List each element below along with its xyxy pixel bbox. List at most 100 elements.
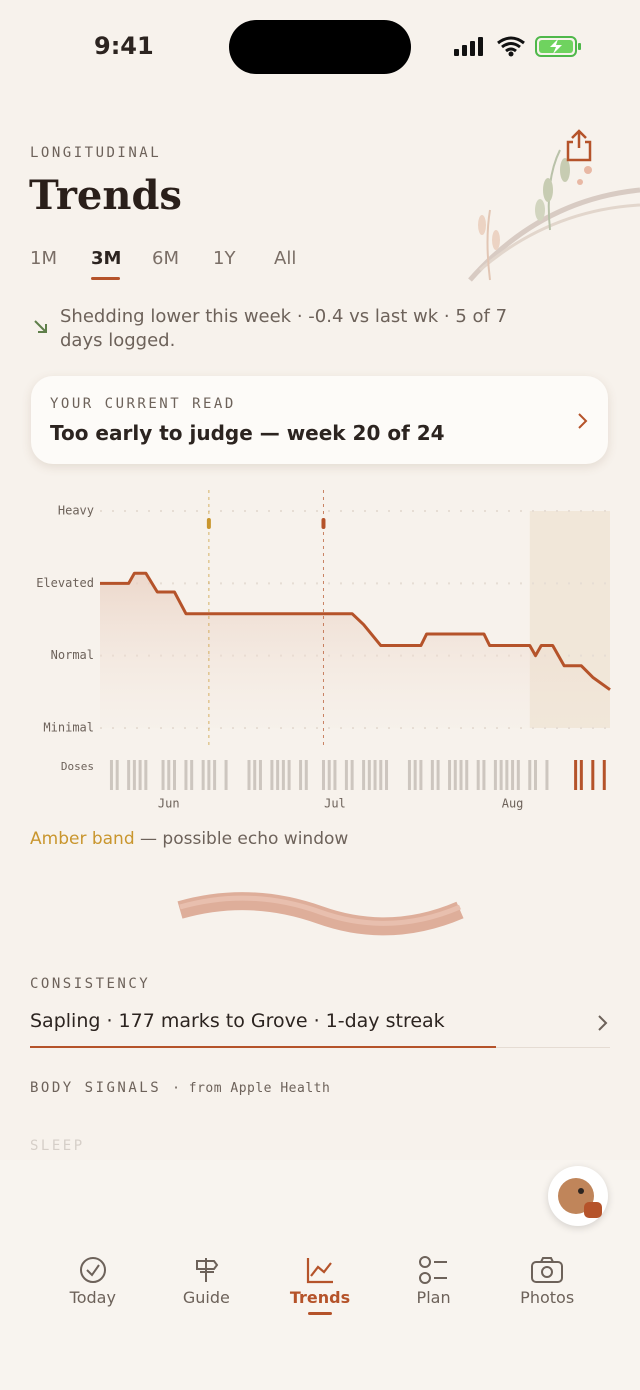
faded-section-label: SLEEP	[30, 1138, 85, 1154]
x-tick-label: Aug	[502, 797, 524, 811]
range-tab[interactable]: 3M	[91, 248, 152, 282]
dose-bar	[224, 760, 228, 790]
marker-cap	[206, 518, 211, 529]
consistency-label: CONSISTENCY	[30, 976, 151, 992]
dose-bar	[367, 760, 371, 790]
current-read-card[interactable]: YOUR CURRENT READ Too early to judge — w…	[31, 376, 608, 464]
dose-bar	[362, 760, 366, 790]
header-eyebrow: LONGITUDINAL	[30, 145, 162, 161]
dose-bar	[493, 760, 497, 790]
dose-bar	[201, 760, 205, 790]
assistant-button[interactable]	[548, 1166, 608, 1226]
dose-bar	[505, 760, 509, 790]
dose-bar	[253, 760, 257, 790]
dose-bar	[304, 760, 308, 790]
dose-bar	[453, 760, 457, 790]
summary-text: Shedding lower this week · -0.4 vs last …	[60, 306, 508, 351]
range-tab[interactable]: All	[274, 248, 297, 269]
legend-note: Amber band — possible echo window	[30, 829, 348, 849]
dose-bar	[436, 760, 440, 790]
card-label: YOUR CURRENT READ	[50, 396, 236, 412]
dose-bar	[407, 760, 411, 790]
dose-bar	[258, 760, 262, 790]
dose-bar	[321, 760, 325, 790]
dose-bar	[499, 760, 503, 790]
dose-bar	[476, 760, 480, 790]
nav-underline	[308, 1312, 333, 1315]
tab-bar	[0, 1160, 640, 1390]
consistency-text[interactable]: Sapling · 177 marks to Grove · 1-day str…	[30, 1010, 445, 1032]
nav-icon	[263, 1254, 377, 1288]
status-time: 9:41	[94, 32, 154, 60]
nav-item[interactable]: Guide	[150, 1254, 264, 1324]
dose-bar	[459, 760, 463, 790]
nav-icon	[377, 1254, 491, 1288]
dose-bar	[190, 760, 194, 790]
y-tick-label: Elevated	[36, 576, 94, 590]
dose-bar	[207, 760, 211, 790]
card-text: Too early to judge — week 20 of 24	[50, 421, 445, 445]
dose-bar	[287, 760, 291, 790]
nav-item[interactable]: Today	[36, 1254, 150, 1324]
chevron	[598, 1015, 608, 1031]
dose-bar-recent	[591, 760, 595, 790]
nav-item[interactable]: Photos	[490, 1254, 604, 1324]
range-tabs: 1M 3M 6M 1Y All	[30, 248, 335, 282]
botanical-decoration	[468, 149, 640, 282]
dose-bar	[430, 760, 434, 790]
range-tab[interactable]: 6M	[152, 248, 179, 269]
body-signals-source: · from Apple Health	[172, 1081, 331, 1096]
y-tick-label: Heavy	[58, 504, 94, 518]
nav-icon-svg	[306, 1258, 333, 1284]
dose-bar	[419, 760, 423, 790]
dose-bar	[545, 760, 549, 790]
dose-bar	[333, 760, 337, 790]
dose-bar	[144, 760, 148, 790]
nav-item[interactable]: Trends	[263, 1254, 377, 1324]
assistant-avatar	[558, 1178, 602, 1218]
progress-fill	[30, 1046, 496, 1048]
nav-icon-svg	[196, 1258, 219, 1282]
nav-label: Trends	[289, 1288, 351, 1307]
dose-bar	[350, 760, 354, 790]
dose-bar	[138, 760, 142, 790]
nav-icon	[490, 1254, 604, 1288]
nav-icon	[36, 1254, 150, 1288]
dose-bar	[511, 760, 515, 790]
dose-bar	[373, 760, 377, 790]
dose-bar-recent	[579, 760, 583, 790]
body-signals-title: BODY SIGNALS	[30, 1080, 162, 1096]
nav-label: Plan	[416, 1288, 451, 1307]
range-underline	[91, 277, 120, 280]
range-tab[interactable]: 1M	[30, 248, 57, 269]
nav-label: Today	[69, 1288, 116, 1307]
y-tick-label: Normal	[51, 648, 94, 662]
body-signals-label: BODY SIGNALS · from Apple Health	[30, 1080, 330, 1096]
nav-items: Today Guide Trends Plan Photos	[36, 1254, 604, 1324]
nav-icon	[150, 1254, 264, 1288]
nav-icon-svg	[79, 1257, 106, 1283]
dose-bar	[184, 760, 188, 790]
dose-bar	[465, 760, 469, 790]
dose-bar	[528, 760, 532, 790]
legend-text: — possible echo window	[140, 829, 349, 849]
dose-bar	[115, 760, 119, 790]
chevron	[578, 413, 588, 429]
dose-bar	[299, 760, 303, 790]
dose-bar	[516, 760, 520, 790]
range-tab[interactable]: 1Y	[213, 248, 236, 269]
share-button[interactable]	[563, 128, 595, 164]
doses-label: Doses	[61, 760, 94, 773]
header-title: Trends	[29, 172, 182, 219]
legend-highlight: Amber band	[30, 829, 135, 849]
dose-bar	[482, 760, 486, 790]
x-tick-label: Jun	[158, 797, 180, 811]
dose-bar	[281, 760, 285, 790]
dose-bar	[413, 760, 417, 790]
trend-chart: Minimal Normal Elevated Heavy Doses Jun Jul Aug	[36, 490, 611, 811]
dose-bar-recent	[574, 760, 578, 790]
line-area	[100, 573, 610, 728]
dose-bar	[127, 760, 131, 790]
nav-item[interactable]: Plan	[377, 1254, 491, 1324]
